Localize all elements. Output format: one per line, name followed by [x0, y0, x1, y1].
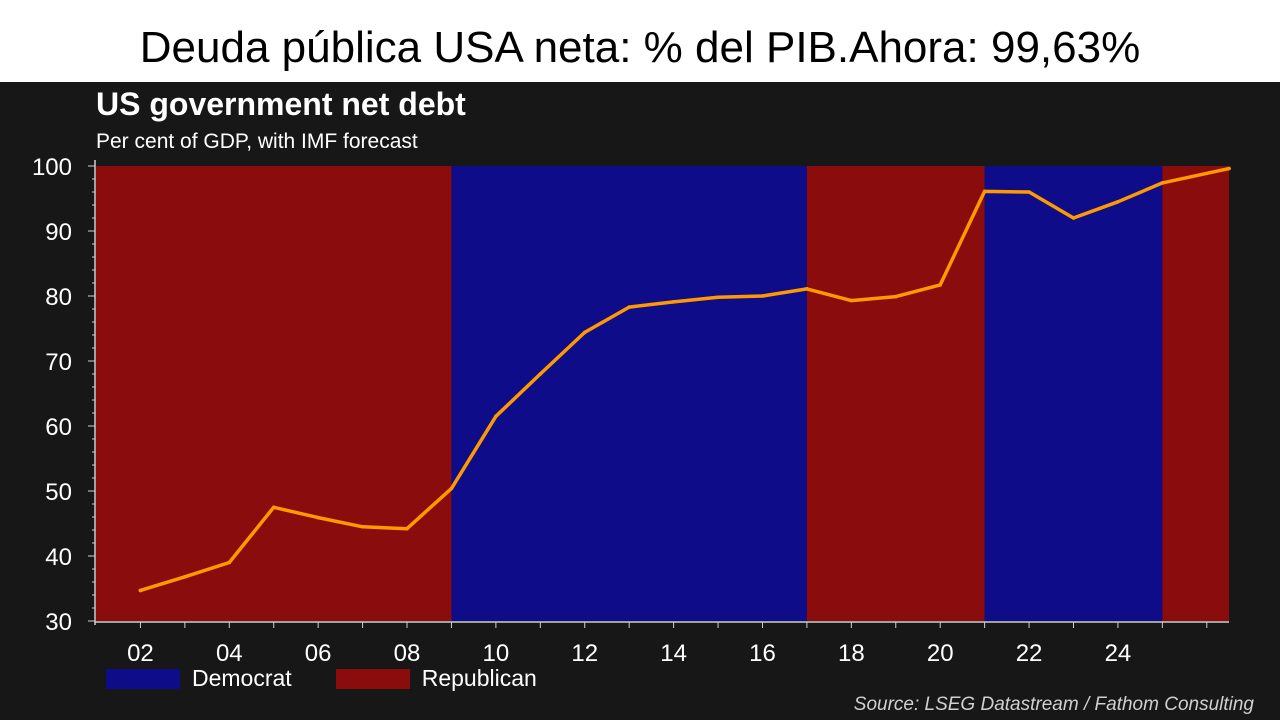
data-point	[538, 372, 543, 376]
slide-title: Deuda pública USA neta: % del PIB.Ahora:…	[139, 23, 1141, 72]
data-point	[1116, 199, 1120, 204]
data-point	[183, 575, 187, 579]
x-tick-label: 14	[660, 640, 687, 667]
party-period-bands	[96, 166, 1229, 621]
data-point	[805, 287, 809, 291]
period-band-republican-4	[1162, 166, 1229, 621]
series-lines	[138, 166, 1231, 593]
data-point	[227, 560, 232, 565]
legend-item-republican: Republican	[335, 665, 537, 692]
y-tick-label: 60	[45, 414, 72, 441]
period-band-republican-2	[806, 166, 985, 621]
period-band-democrat-3	[984, 166, 1163, 621]
x-tick-label: 12	[571, 640, 598, 667]
x-tick-label: 08	[394, 640, 421, 667]
data-point	[938, 283, 942, 287]
chart-legend: Democrat Republican	[106, 665, 581, 692]
data-point	[449, 486, 454, 491]
y-tick-label: 100	[32, 154, 72, 181]
x-tick-label: 10	[483, 640, 510, 667]
data-point	[316, 515, 320, 520]
data-point	[1071, 216, 1076, 220]
x-tick-label: 02	[127, 640, 154, 667]
y-tick-label: 30	[45, 609, 72, 636]
data-point	[716, 295, 720, 300]
legend-swatch-republican	[335, 668, 410, 689]
x-tick-label: 04	[216, 640, 243, 667]
chart-source: Source: LSEG Datastream / Fathom Consult…	[853, 694, 1254, 715]
legend-swatch-democrat	[106, 668, 180, 689]
chart-subtitle: Per cent of GDP, with IMF forecast	[96, 130, 418, 153]
debt-line-chart: 30 40 50 60 70 80 90 100 02 04 06 08 10 12 14 16 18 20 22 2…	[32, 154, 1231, 667]
x-tick-label: 18	[838, 640, 865, 667]
x-tick-label: 20	[927, 640, 954, 667]
y-tick-label: 90	[45, 219, 72, 246]
data-point	[582, 330, 587, 335]
legend-item-democrat: Democrat	[106, 665, 292, 692]
data-point	[271, 505, 276, 510]
chart-axes: 30 40 50 60 70 80 90 100 02 04 06 08 10 12 14 16 18 20 22 2…	[32, 154, 1229, 667]
data-point	[405, 526, 409, 531]
legend-label-republican: Republican	[421, 665, 537, 691]
y-tick-label: 40	[45, 544, 72, 571]
y-tick-label: 80	[45, 284, 72, 311]
chart-panel: US government net debt Per cent of GDP, …	[0, 82, 1280, 720]
chart-title: US government net debt	[96, 86, 466, 122]
period-band-democrat-1	[451, 166, 807, 621]
data-point	[671, 300, 676, 304]
legend-label-democrat: Democrat	[192, 665, 292, 691]
data-point	[849, 298, 854, 303]
data-point	[360, 524, 365, 529]
period-band-republican-0	[96, 166, 452, 621]
data-point	[138, 588, 143, 593]
data-point	[982, 189, 987, 194]
data-point	[760, 294, 765, 298]
x-tick-label: 06	[305, 640, 332, 667]
data-point	[627, 305, 631, 309]
x-tick-label: 16	[749, 640, 776, 667]
x-tick-label: 22	[1016, 640, 1043, 667]
data-point	[1027, 190, 1031, 194]
data-point	[1227, 166, 1231, 171]
data-point	[1160, 181, 1165, 185]
y-tick-label: 70	[45, 349, 72, 376]
data-point	[893, 294, 898, 299]
data-point	[494, 414, 498, 419]
y-tick-label: 50	[45, 479, 72, 506]
x-tick-label: 24	[1105, 640, 1132, 667]
